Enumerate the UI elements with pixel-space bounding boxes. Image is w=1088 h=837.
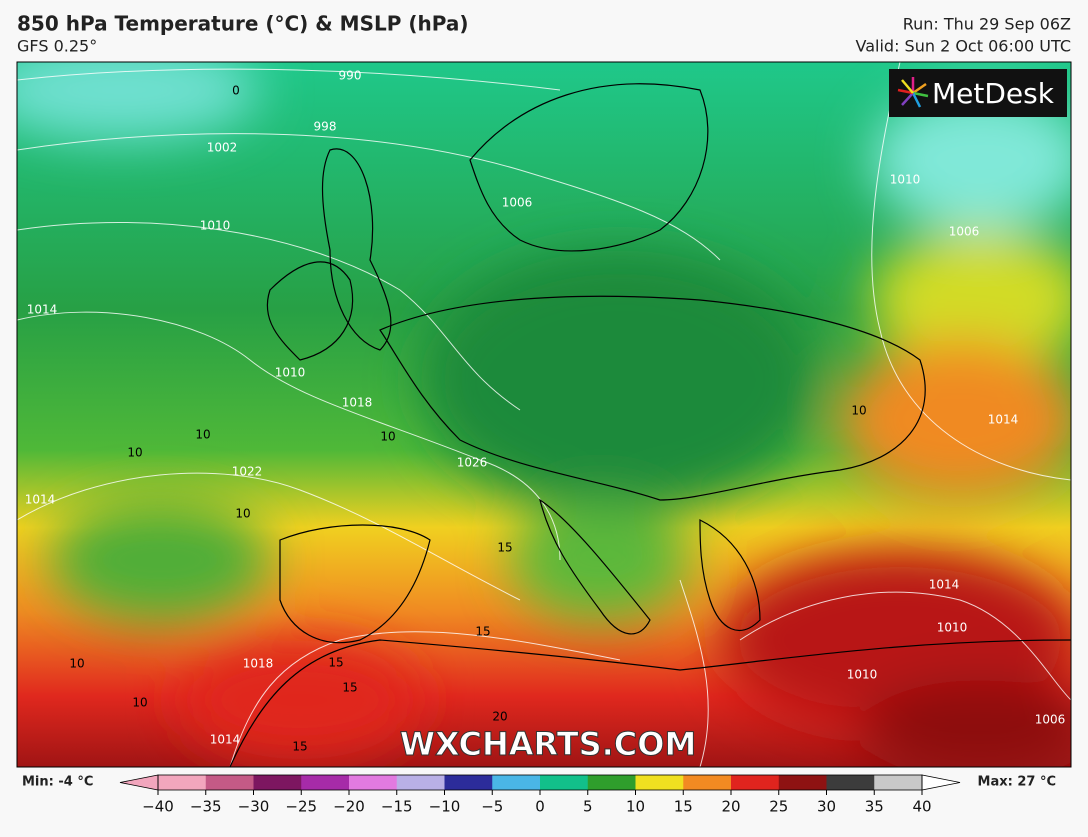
- colorbar-segment: [778, 775, 827, 790]
- temperature-label: 15: [292, 740, 307, 754]
- colorbar-tick-label: 5: [583, 798, 593, 816]
- temperature-label: 15: [475, 625, 490, 639]
- temperature-label: 15: [342, 681, 357, 695]
- isobar-label: 998: [314, 120, 337, 134]
- subtitle: GFS 0.25°: [17, 37, 97, 56]
- colorbar-segment: [492, 775, 541, 790]
- colorbar-segment: [731, 775, 780, 790]
- colorbar-max-arrow: [921, 774, 961, 791]
- map: 9909981002101010141010101810261022101410…: [17, 62, 1071, 767]
- colorbar-tick-label: 10: [626, 798, 645, 816]
- isobar-label: 1002: [207, 141, 238, 155]
- isobar-label: 1006: [949, 225, 980, 239]
- valid-time: Valid: Sun 2 Oct 06:00 UTC: [856, 37, 1071, 56]
- colorbar-segment: [635, 775, 684, 790]
- isobar-label: 1010: [275, 366, 306, 380]
- isobar-label: 1010: [847, 668, 878, 682]
- colorbar-segment: [253, 775, 302, 790]
- isobar-label: 1014: [25, 493, 56, 507]
- colorbar-segment: [158, 775, 207, 790]
- logo: MetDesk: [889, 69, 1067, 117]
- temperature-label: 10: [127, 446, 142, 460]
- isobar-label: 1010: [890, 173, 921, 187]
- isobar-label: 1026: [457, 456, 488, 470]
- temperature-label: 10: [851, 404, 866, 418]
- isobar-label: 1006: [1035, 713, 1066, 727]
- colorbar-tick-label: −30: [238, 798, 270, 816]
- isobar-label: 1010: [200, 219, 231, 233]
- colorbar-segment: [683, 775, 732, 790]
- temperature-label: 10: [69, 657, 84, 671]
- isobar-label: 990: [339, 69, 362, 83]
- run-time: Run: Thu 29 Sep 06Z: [903, 15, 1071, 34]
- colorbar-segment: [826, 775, 875, 790]
- colorbar-tick-label: 25: [769, 798, 788, 816]
- colorbar-tick-label: −20: [333, 798, 365, 816]
- colorbar-tick-label: 0: [535, 798, 545, 816]
- colorbar-tick-label: −40: [142, 798, 174, 816]
- temperature-label: 10: [235, 507, 250, 521]
- map-frame: [16, 61, 1072, 768]
- colorbar-tick-label: 30: [817, 798, 836, 816]
- temperature-label: 10: [132, 696, 147, 710]
- colorbar-segment: [874, 775, 923, 790]
- colorbar-segment: [301, 775, 350, 790]
- colorbar-tick-label: 35: [865, 798, 884, 816]
- colorbar-tick-label: 40: [912, 798, 931, 816]
- colorbar-segment: [444, 775, 493, 790]
- colorbar-tick-label: −25: [285, 798, 317, 816]
- isobar-label: 1018: [243, 657, 274, 671]
- colorbar-tick-label: −5: [481, 798, 503, 816]
- colorbar-tick-label: 20: [721, 798, 740, 816]
- colorbar-tick-label: −35: [190, 798, 222, 816]
- logo-text: MetDesk: [932, 77, 1055, 110]
- temperature-label: 0: [232, 84, 240, 98]
- colorbar-tick-label: −15: [381, 798, 413, 816]
- isobar-label: 1014: [988, 413, 1019, 427]
- watermark: WXCHARTS.COM: [400, 725, 697, 763]
- colorbar-segment: [540, 775, 589, 790]
- max-label: Max: 27 °C: [978, 775, 1056, 790]
- isobar-label: 1022: [232, 465, 263, 479]
- isobar-label: 1014: [929, 578, 960, 592]
- colorbar: −40 −35 −30 −25 −20 −15 −10 −5 0 5 10 15 20 25 30 35 40: [119, 774, 961, 816]
- colorbar-tick-label: −10: [429, 798, 461, 816]
- temperature-label: 10: [195, 428, 210, 442]
- isobar-label: 1014: [210, 733, 241, 747]
- colorbar-segment: [396, 775, 445, 790]
- colorbar-tick-label: 15: [674, 798, 693, 816]
- isobar-label: 1018: [342, 396, 373, 410]
- temperature-label: 10: [380, 430, 395, 444]
- colorbar-segment: [205, 775, 254, 790]
- temperature-label: 15: [497, 541, 512, 555]
- colorbar-segment: [349, 775, 398, 790]
- isobar-label: 1010: [937, 621, 968, 635]
- title: 850 hPa Temperature (°C) & MSLP (hPa): [17, 12, 468, 36]
- colorbar-segment: [587, 775, 636, 790]
- temperature-label: 15: [328, 656, 343, 670]
- colorbar-min-arrow: [119, 774, 159, 791]
- isobar-label: 1006: [502, 196, 533, 210]
- min-label: Min: -4 °C: [22, 775, 93, 790]
- isobar-label: 1014: [27, 303, 58, 317]
- temperature-label: 20: [492, 710, 507, 724]
